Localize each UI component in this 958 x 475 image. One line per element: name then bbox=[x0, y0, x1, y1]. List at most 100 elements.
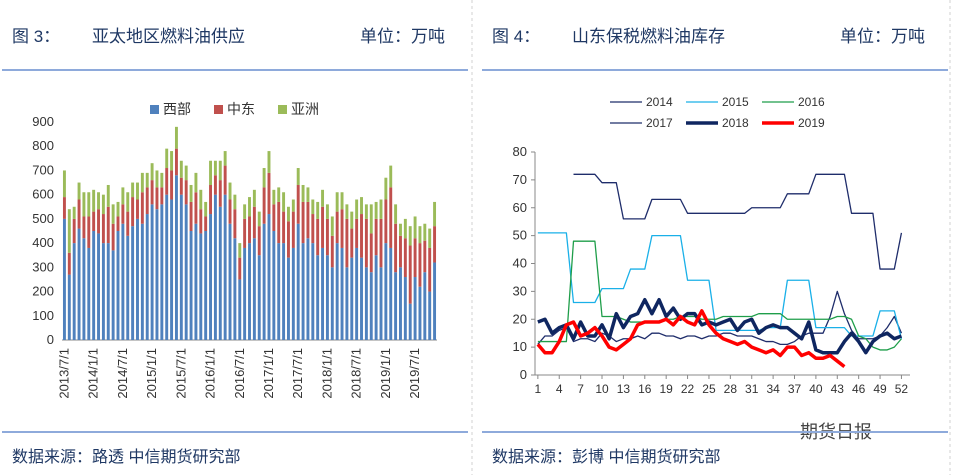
bar-segment bbox=[145, 172, 149, 188]
bar-segment bbox=[194, 223, 198, 340]
bar-segment bbox=[67, 274, 71, 340]
bar-segment bbox=[131, 226, 135, 340]
x-tick-label: 25 bbox=[702, 382, 716, 396]
y-tick-label: 20 bbox=[513, 311, 527, 326]
source-label: 数据来源：彭博 中信期货研究部 bbox=[492, 448, 720, 466]
bar-segment bbox=[170, 170, 174, 200]
y-tick-label: 500 bbox=[32, 211, 54, 226]
bar-segment bbox=[306, 201, 310, 239]
bar-segment bbox=[301, 243, 305, 340]
bar-segment bbox=[403, 277, 407, 340]
bar-segment bbox=[350, 228, 354, 258]
bar-segment bbox=[413, 238, 417, 278]
legend-label: 西部 bbox=[163, 101, 191, 117]
bar-segment bbox=[72, 206, 76, 219]
bar-segment bbox=[145, 214, 149, 340]
bar-segment bbox=[92, 231, 96, 340]
bar-segment bbox=[248, 216, 251, 244]
bar-segment bbox=[262, 168, 266, 188]
bar-segment bbox=[389, 165, 393, 188]
bar-segment bbox=[325, 218, 329, 256]
y-tick-label: 700 bbox=[32, 162, 54, 177]
bar-segment bbox=[418, 286, 422, 340]
bar-segment bbox=[111, 250, 115, 340]
bar-segment bbox=[252, 189, 256, 207]
bar-segment bbox=[121, 204, 125, 224]
x-tick-label: 31 bbox=[745, 382, 759, 396]
bar-segment bbox=[233, 194, 237, 210]
bar-segment bbox=[170, 151, 174, 171]
bar-segment bbox=[179, 160, 183, 178]
bar-segment bbox=[282, 211, 286, 244]
bar-segment bbox=[194, 172, 198, 193]
bar-segment bbox=[330, 235, 334, 268]
bar-segment bbox=[394, 223, 398, 273]
bar-segment bbox=[116, 201, 120, 217]
bar-segment bbox=[408, 245, 412, 304]
bar-segment bbox=[340, 209, 344, 248]
bar-segment bbox=[408, 303, 412, 340]
x-tick-label: 2017/1/1 bbox=[261, 348, 276, 399]
bar-segment bbox=[384, 243, 388, 340]
bar-segment bbox=[282, 243, 286, 340]
bar-segment bbox=[199, 233, 203, 340]
bar-segment bbox=[257, 226, 261, 256]
bar-segment bbox=[379, 267, 383, 340]
bar-segment bbox=[131, 182, 135, 198]
legend-label: 2014 bbox=[646, 95, 673, 109]
bar-segment bbox=[418, 243, 422, 287]
bar-segment bbox=[418, 226, 422, 244]
x-tick-label: 52 bbox=[895, 382, 909, 396]
bar-segment bbox=[160, 187, 164, 205]
bar-segment bbox=[379, 199, 383, 219]
bar-segment bbox=[72, 218, 76, 244]
bar-segment bbox=[238, 243, 242, 258]
bar-segment bbox=[262, 187, 266, 224]
y-tick-label: 50 bbox=[513, 228, 527, 243]
legend-label: 2017 bbox=[646, 116, 673, 130]
bar-segment bbox=[379, 218, 383, 268]
legend-label: 2019 bbox=[798, 116, 825, 130]
bar-segment bbox=[87, 247, 91, 340]
bar-segment bbox=[330, 267, 334, 340]
x-tick-label: 2017/7/1 bbox=[290, 348, 305, 399]
bar-segment bbox=[364, 218, 368, 268]
x-tick-label: 2014/1/1 bbox=[86, 348, 101, 399]
figure-label: 图 3： bbox=[12, 27, 60, 46]
bar-segment bbox=[277, 243, 281, 340]
bar-segment bbox=[389, 187, 393, 248]
legend-swatch bbox=[278, 105, 287, 114]
bar-segment bbox=[330, 216, 334, 236]
bar-segment bbox=[145, 187, 149, 215]
bar-segment bbox=[204, 201, 208, 217]
legend-label: 2016 bbox=[798, 95, 825, 109]
bar-segment bbox=[97, 209, 100, 234]
bar-segment bbox=[384, 199, 388, 244]
bar-segment bbox=[160, 172, 164, 188]
bar-segment bbox=[140, 172, 144, 193]
bar-segment bbox=[296, 184, 300, 224]
bar-segment bbox=[248, 197, 251, 217]
bar-segment bbox=[106, 206, 110, 244]
bar-segment bbox=[311, 214, 315, 244]
bar-segment bbox=[272, 231, 276, 340]
bar-segment bbox=[311, 199, 315, 215]
unit-label: 单位：万吨 bbox=[840, 27, 925, 46]
bar-segment bbox=[126, 235, 130, 340]
bar-segment bbox=[233, 238, 237, 340]
bar-segment bbox=[355, 199, 359, 219]
bar-segment bbox=[272, 189, 276, 205]
x-tick-label: 37 bbox=[788, 382, 802, 396]
bar-segment bbox=[165, 168, 169, 195]
bar-segment bbox=[97, 233, 100, 340]
bar-segment bbox=[267, 172, 271, 215]
bar-segment bbox=[335, 243, 339, 340]
bar-segment bbox=[413, 277, 417, 340]
bar-segment bbox=[67, 252, 71, 275]
bar-segment bbox=[228, 199, 232, 224]
bar-segment bbox=[384, 177, 388, 200]
bar-segment bbox=[433, 262, 437, 340]
bar-segment bbox=[321, 247, 325, 340]
bar-segment bbox=[291, 199, 295, 212]
